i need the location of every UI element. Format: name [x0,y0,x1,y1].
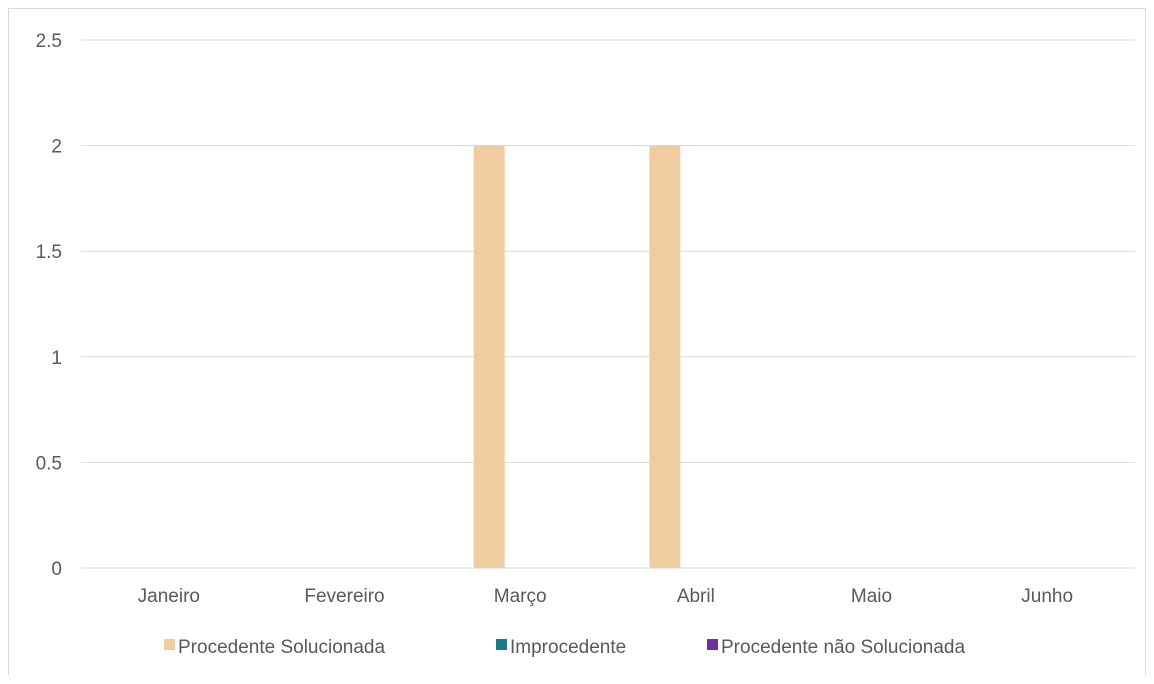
y-tick-label: 0 [51,559,62,580]
y-tick-label: 0.5 [36,453,62,474]
legend-swatch [164,639,175,650]
bar [649,145,681,568]
chart-frame: 0 0.5 1 1.5 2 2.5 Janeiro Fevereiro Março Abril Ma… [8,8,1146,675]
x-tick-label: Janeiro [138,586,200,607]
x-tick-label: Abril [677,586,715,607]
legend-label: Improcedente [510,637,626,658]
bar [473,145,505,568]
y-tick-label: 1.5 [36,242,62,263]
legend-label: Procedente Solucionada [178,637,385,658]
y-tick-label: 2 [51,137,62,158]
x-tick-label: Junho [1021,586,1073,607]
legend-swatch [707,639,718,650]
y-tick-label: 1 [51,348,62,369]
x-tick-label: Março [494,586,547,607]
bar-chart: 0 0.5 1 1.5 2 2.5 Janeiro Fevereiro Março Abril Ma… [36,31,1135,658]
legend-swatch [496,639,507,650]
x-tick-label: Fevereiro [304,586,384,607]
legend-label: Procedente não Solucionada [721,637,965,658]
x-tick-label: Maio [851,586,892,607]
y-tick-label: 2.5 [36,31,62,52]
